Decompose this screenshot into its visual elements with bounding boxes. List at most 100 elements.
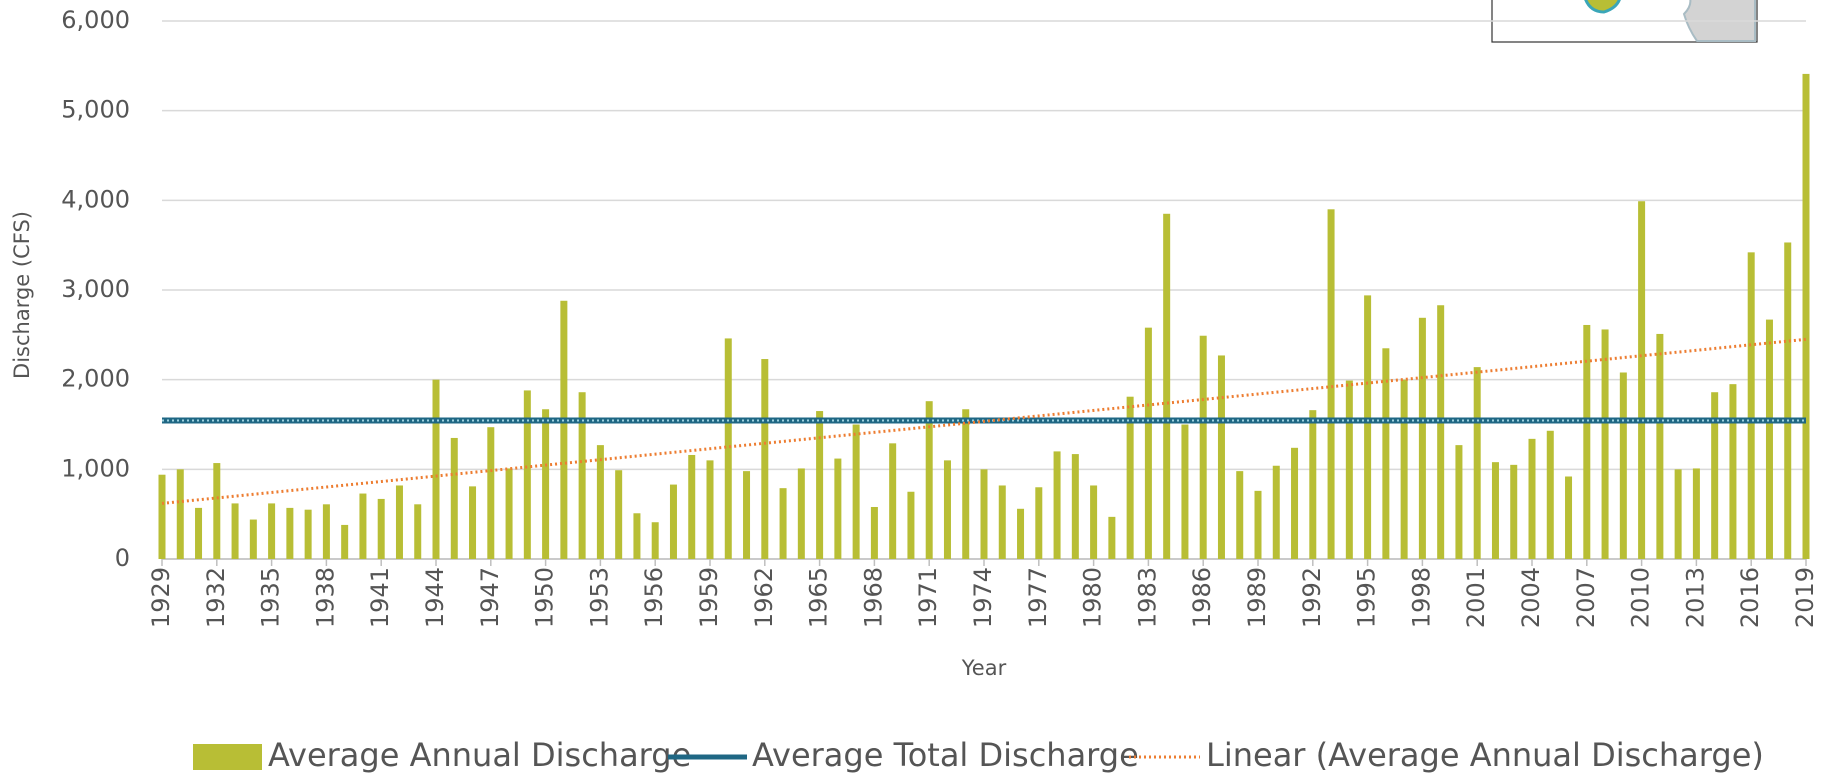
bar <box>1747 252 1755 559</box>
bar <box>1528 438 1536 559</box>
bar <box>523 390 531 559</box>
bar <box>1291 447 1299 559</box>
bar <box>669 484 677 559</box>
bar <box>1546 430 1554 559</box>
bar <box>724 338 732 559</box>
bar <box>268 503 276 559</box>
bar <box>743 471 751 559</box>
x-tick-label: 1932 <box>202 567 230 628</box>
bar <box>1364 295 1372 559</box>
x-tick-label: 1998 <box>1407 567 1435 628</box>
bar <box>304 509 312 559</box>
bar <box>1309 410 1317 559</box>
bar <box>1583 324 1591 559</box>
x-tick-label: 1953 <box>585 567 613 628</box>
x-tick-label: 2010 <box>1627 567 1655 628</box>
bar <box>195 507 203 559</box>
legend-label: Average Total Discharge <box>752 736 1139 774</box>
bar <box>761 359 769 559</box>
bar <box>1163 213 1171 560</box>
bar <box>1619 372 1627 559</box>
x-tick-label: 1959 <box>695 567 723 628</box>
bar <box>1711 392 1719 559</box>
bar <box>1765 319 1773 559</box>
x-tick-label: 1965 <box>805 567 833 628</box>
x-tick-label: 1989 <box>1243 567 1271 628</box>
bar <box>1272 465 1280 559</box>
x-tick-label: 2007 <box>1572 567 1600 628</box>
bar <box>1674 469 1682 559</box>
bar <box>322 504 330 559</box>
bar <box>231 503 239 559</box>
bar <box>980 469 988 559</box>
bar <box>1144 327 1152 559</box>
bar <box>633 513 641 559</box>
bar <box>1802 73 1810 560</box>
bar <box>1382 348 1390 559</box>
x-tick-label: 1971 <box>914 567 942 628</box>
bar <box>1053 451 1061 559</box>
bar <box>1491 462 1499 559</box>
bar <box>1035 487 1043 559</box>
x-tick-label: 1974 <box>969 567 997 628</box>
bar <box>998 485 1006 559</box>
x-tick-label: 1938 <box>311 567 339 628</box>
x-tick-label: 1986 <box>1188 567 1216 628</box>
bar <box>1418 317 1426 559</box>
y-tick-label: 1,000 <box>61 454 130 482</box>
bar <box>870 506 878 559</box>
bar <box>1510 464 1518 559</box>
bar <box>176 469 184 559</box>
bar <box>377 498 385 559</box>
x-tick-label: 1995 <box>1353 567 1381 628</box>
bar <box>615 470 623 559</box>
bar <box>925 401 933 559</box>
bar <box>1601 329 1609 559</box>
x-tick-label: 1935 <box>257 567 285 628</box>
bar <box>1199 335 1207 559</box>
bar <box>213 463 221 559</box>
bar <box>1254 490 1262 559</box>
bar <box>1473 367 1481 559</box>
x-tick-label: 2016 <box>1736 567 1764 628</box>
bar <box>1108 516 1116 559</box>
bar <box>688 454 696 559</box>
y-tick-label: 3,000 <box>61 275 130 303</box>
x-tick-label: 1956 <box>640 567 668 628</box>
x-tick-label: 1977 <box>1024 567 1052 628</box>
bar <box>414 504 422 559</box>
bar <box>779 488 787 559</box>
bar <box>1071 454 1079 559</box>
bar <box>1437 305 1445 559</box>
bar <box>1236 471 1244 559</box>
bar <box>359 493 367 559</box>
bar <box>797 468 805 559</box>
bar <box>1126 396 1134 559</box>
bar <box>487 427 495 559</box>
bar <box>158 474 166 559</box>
x-tick-label: 1992 <box>1298 567 1326 628</box>
bar <box>943 460 951 559</box>
y-tick-label: 6,000 <box>61 6 130 34</box>
bar <box>1692 468 1700 559</box>
x-axis-title: Year <box>961 656 1007 680</box>
trend-line <box>161 337 1807 505</box>
bar <box>560 300 568 559</box>
bar <box>1400 379 1408 559</box>
bar <box>395 485 403 559</box>
bar <box>432 379 440 559</box>
x-tick-label: 1929 <box>147 567 175 628</box>
bar <box>1455 445 1463 559</box>
bar <box>1181 424 1189 559</box>
y-tick-label: 0 <box>115 544 130 572</box>
bar <box>469 486 477 559</box>
bar <box>1217 355 1225 559</box>
bar <box>596 445 604 559</box>
bar <box>1638 201 1646 560</box>
bar <box>834 458 842 559</box>
bar <box>962 409 970 559</box>
x-tick-label: 1962 <box>750 567 778 628</box>
bar <box>341 524 349 559</box>
y-axis-title: Discharge (CFS) <box>10 211 34 379</box>
